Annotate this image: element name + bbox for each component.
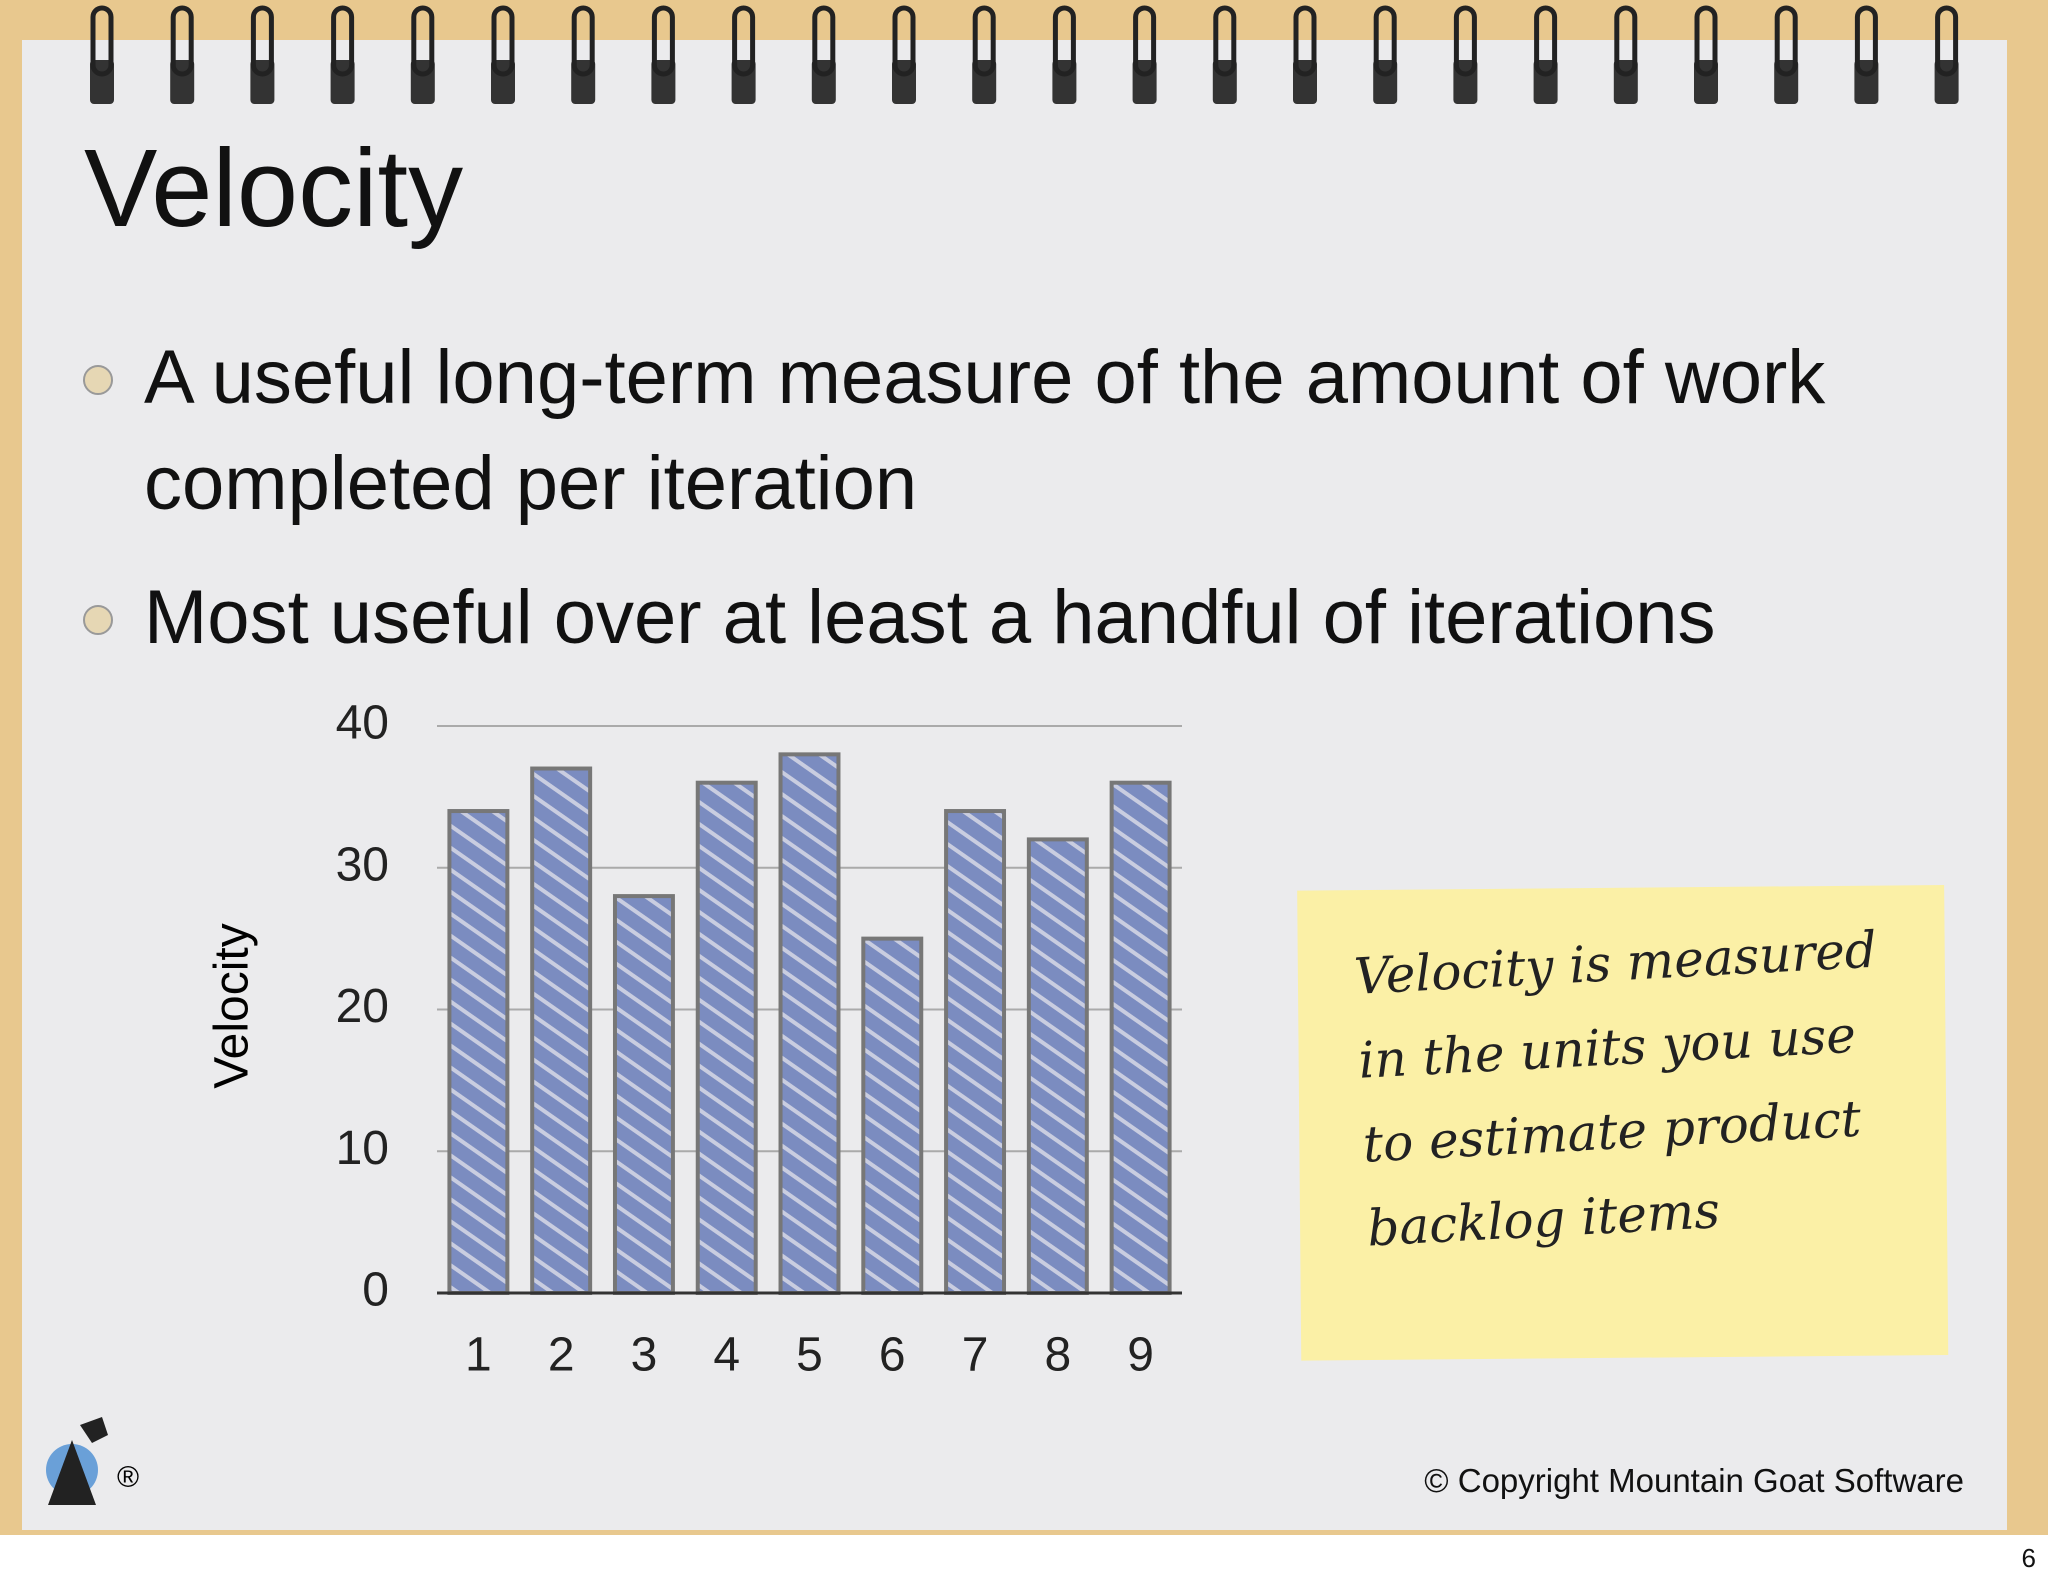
ring-wire [1774,5,1798,77]
ring-wire [1614,5,1638,77]
ring-wire [170,5,194,77]
bar [695,780,758,1295]
y-axis-label: Velocity [206,923,259,1088]
x-tick-label: 8 [1044,1329,1071,1382]
x-tick-label: 3 [631,1329,658,1382]
ring-wire [250,5,274,77]
y-tick-label: 40 [336,697,389,750]
bar [778,752,841,1295]
x-tick-label: 5 [796,1329,823,1382]
y-tick-label: 20 [336,980,389,1033]
ring-wire [90,5,114,77]
bar [861,936,924,1295]
ring-wire [491,5,515,77]
ring-wire [1534,5,1558,77]
ring-wire [1293,5,1317,77]
ring-wire [1213,5,1237,77]
ring-wire [1373,5,1397,77]
ring-wire [571,5,595,77]
bar [612,894,675,1295]
page-number: 6 [2021,1543,2036,1573]
ring-wire [972,5,996,77]
bar [447,809,510,1295]
ring-wire [1453,5,1477,77]
ring-wire [651,5,675,77]
ring-wire [892,5,916,77]
bar [530,766,593,1295]
note-text: Velocity is measured in the units you us… [1352,906,1929,1271]
x-tick-label: 4 [713,1329,740,1382]
slide-title: Velocity [84,127,464,250]
x-tick-label: 1 [465,1329,492,1382]
y-tick-label: 30 [336,838,389,891]
ring-wire [1133,5,1157,77]
sticky-note [1297,884,1949,1361]
logo-mark: ® [117,1461,139,1494]
bar [1026,837,1089,1296]
ring-wire [1694,5,1718,77]
y-tick-label: 10 [336,1122,389,1175]
bullet-text: Most useful over at least a handful of i… [144,575,1716,660]
ring-wire [1854,5,1878,77]
ring-wire [732,5,756,77]
x-tick-label: 7 [962,1329,989,1382]
bullet-icons [83,365,113,635]
x-tick-label: 9 [1127,1329,1154,1382]
copyright: © Copyright Mountain Goat Software [1424,1462,1964,1499]
ring-wire [331,5,355,77]
ring-wire [1052,5,1076,77]
spiral-rings [90,5,1959,104]
y-tick-label: 0 [362,1264,389,1317]
x-tick-label: 2 [548,1329,575,1382]
logo [46,1417,108,1505]
ring-wire [1935,5,1959,77]
bullet-text: A useful long-term measure of the amount… [144,335,1826,526]
bar [1109,780,1172,1295]
bar [944,809,1007,1295]
ring-wire [411,5,435,77]
ring-wire [812,5,836,77]
x-tick-label: 6 [879,1329,906,1382]
